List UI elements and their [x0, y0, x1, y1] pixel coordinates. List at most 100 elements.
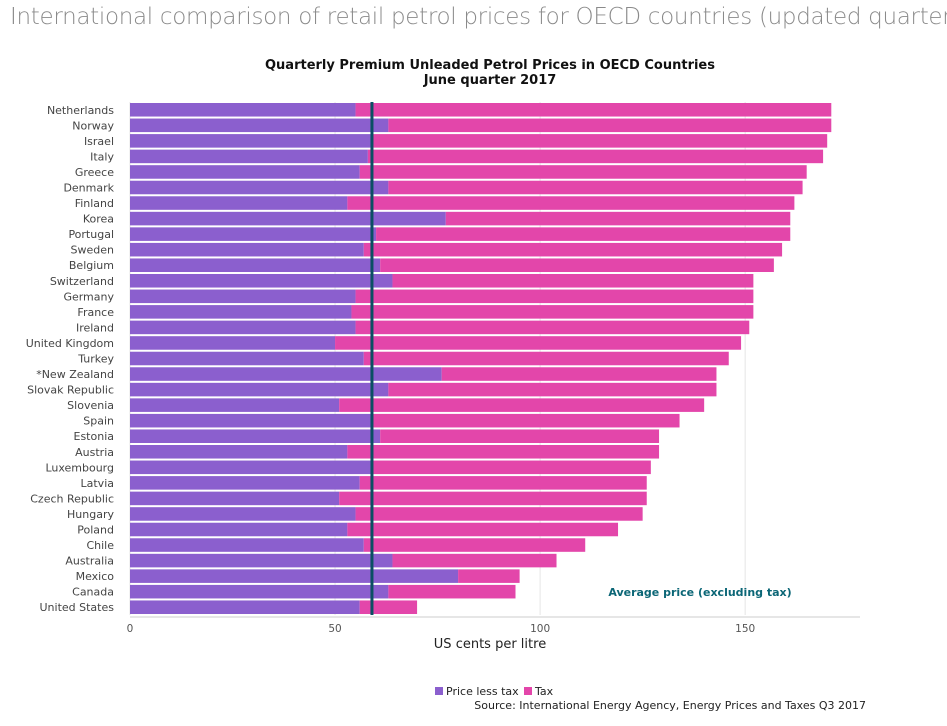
bar-tax-18 [388, 382, 717, 397]
category-label-17: *New Zealand [36, 368, 114, 381]
bar-tax-3 [367, 149, 824, 164]
bar-price-less-tax-18 [130, 382, 389, 397]
category-label-10: Belgium [69, 259, 114, 272]
bar-price-less-tax-24 [130, 476, 360, 490]
chart-subtitle: June quarter 2017 [423, 73, 557, 88]
bar-price-less-tax-9 [130, 242, 364, 257]
bar-price-less-tax-7 [130, 211, 446, 226]
bar-price-less-tax-32 [130, 600, 360, 614]
x-tick-label-1: 50 [328, 623, 341, 635]
bar-tax-28 [363, 538, 586, 552]
x-tick-label-2: 100 [530, 623, 550, 635]
bar-price-less-tax-31 [130, 584, 389, 599]
bar-tax-16 [363, 351, 729, 366]
bar-tax-9 [363, 242, 783, 257]
bar-tax-8 [376, 227, 791, 241]
bar-tax-15 [335, 336, 742, 350]
bar-price-less-tax-1 [130, 118, 389, 133]
bar-tax-7 [445, 211, 791, 226]
category-label-5: Denmark [63, 182, 114, 195]
bar-price-less-tax-20 [130, 413, 372, 428]
category-label-8: Portugal [68, 228, 114, 241]
bar-tax-27 [347, 522, 619, 537]
source-note: Source: International Energy Agency, Ene… [474, 699, 866, 712]
category-label-26: Hungary [67, 508, 114, 521]
bar-price-less-tax-8 [130, 227, 377, 241]
bars-layer [130, 103, 832, 614]
x-tick-labels: 0 50 100 150 [127, 623, 756, 635]
bar-tax-26 [355, 507, 643, 521]
bar-price-less-tax-2 [130, 134, 372, 148]
bar-tax-6 [347, 196, 795, 210]
category-label-31: Canada [72, 586, 114, 599]
bar-tax-11 [392, 274, 754, 288]
category-label-3: Italy [90, 150, 114, 163]
bar-price-less-tax-3 [130, 149, 368, 164]
bar-price-less-tax-17 [130, 367, 442, 381]
bar-price-less-tax-0 [130, 103, 356, 117]
category-label-11: Switzerland [50, 275, 114, 288]
category-label-6: Finland [75, 197, 114, 210]
x-tick-label-0: 0 [127, 623, 134, 635]
bar-tax-32 [359, 600, 418, 614]
bar-price-less-tax-23 [130, 460, 372, 475]
bar-tax-10 [380, 258, 774, 272]
legend-swatch-tax [524, 687, 532, 695]
bar-tax-1 [388, 118, 832, 133]
category-label-2: Israel [84, 135, 114, 148]
bar-price-less-tax-16 [130, 351, 364, 366]
bar-tax-31 [388, 584, 516, 599]
category-label-20: Spain [83, 415, 114, 428]
category-label-4: Greece [75, 166, 114, 179]
average-price-annotation: Average price (excluding tax) [608, 586, 791, 599]
bar-price-less-tax-25 [130, 491, 340, 506]
bar-tax-19 [339, 398, 705, 412]
page-heading: International comparison of retail petro… [10, 4, 947, 30]
bar-price-less-tax-26 [130, 507, 356, 521]
category-labels: Netherlands Norway Israel Italy Greece Denmar… [26, 104, 115, 614]
category-label-9: Sweden [71, 244, 114, 257]
x-axis-label: US cents per litre [434, 637, 546, 652]
bar-tax-4 [359, 165, 807, 179]
legend-label-price-less-tax: Price less tax [446, 685, 519, 698]
bar-price-less-tax-30 [130, 569, 459, 583]
bar-price-less-tax-13 [130, 305, 352, 319]
bar-tax-22 [347, 445, 660, 459]
bar-tax-14 [355, 320, 750, 335]
bar-price-less-tax-12 [130, 289, 356, 304]
bar-price-less-tax-14 [130, 320, 356, 335]
chart-title: Quarterly Premium Unleaded Petrol Prices… [265, 58, 715, 73]
bar-price-less-tax-19 [130, 398, 340, 412]
category-label-14: Ireland [76, 321, 114, 334]
bar-price-less-tax-10 [130, 258, 381, 272]
bar-price-less-tax-5 [130, 180, 389, 195]
category-label-21: Estonia [74, 430, 115, 443]
category-label-0: Netherlands [47, 104, 114, 117]
legend-swatch-price-less-tax [435, 687, 443, 695]
bar-tax-24 [359, 476, 647, 490]
category-label-22: Austria [75, 446, 114, 459]
category-label-1: Norway [72, 119, 114, 132]
bar-tax-0 [355, 103, 832, 117]
bar-price-less-tax-21 [130, 429, 381, 443]
bar-tax-25 [339, 491, 647, 506]
bar-tax-17 [441, 367, 717, 381]
category-label-7: Korea [83, 213, 114, 226]
bar-tax-23 [371, 460, 651, 475]
bar-tax-2 [371, 134, 828, 148]
category-label-28: Chile [86, 539, 114, 552]
category-label-23: Luxembourg [45, 461, 114, 474]
category-label-24: Latvia [81, 477, 115, 490]
bar-tax-13 [351, 305, 754, 319]
category-label-19: Slovenia [67, 399, 114, 412]
category-label-13: France [77, 306, 114, 319]
legend: Price less tax Tax [435, 685, 554, 698]
category-label-27: Poland [77, 524, 114, 537]
bar-price-less-tax-4 [130, 165, 360, 179]
category-label-30: Mexico [76, 570, 115, 583]
bar-price-less-tax-22 [130, 445, 348, 459]
category-label-29: Australia [65, 555, 114, 568]
bar-tax-20 [371, 413, 680, 428]
category-label-15: United Kingdom [26, 337, 114, 350]
